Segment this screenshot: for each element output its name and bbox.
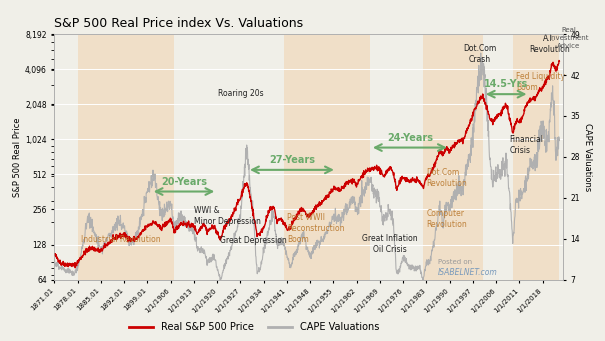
Text: Posted on: Posted on [438,259,473,265]
Text: Dot.Com
Revolution: Dot.Com Revolution [427,168,467,188]
Bar [77,34,174,280]
Text: 24-Years: 24-Years [387,133,433,143]
Text: 14.5-Yrs: 14.5-Yrs [484,79,528,89]
Text: WWI &
Minor Depression: WWI & Minor Depression [194,206,261,226]
Text: Great Depression: Great Depression [220,236,287,244]
Text: 20-Years: 20-Years [161,177,207,187]
Text: Dot.Com
Crash: Dot.Com Crash [463,44,496,64]
Text: Fed Liquidity
Boom: Fed Liquidity Boom [516,72,565,92]
Y-axis label: S&P 500 Real Price: S&P 500 Real Price [13,117,22,197]
Bar [513,34,560,280]
Text: Great Inflation
Oil Crisis: Great Inflation Oil Crisis [362,234,417,254]
Text: S&P 500 Real Price index Vs. Valuations: S&P 500 Real Price index Vs. Valuations [54,17,304,30]
Y-axis label: CAPE Valuations: CAPE Valuations [583,123,592,191]
Text: Real
Investment
Advice: Real Investment Advice [549,27,589,49]
Text: A.I.
Revolution: A.I. Revolution [529,34,570,54]
Bar [284,34,370,280]
Text: Computer
Revolution: Computer Revolution [427,209,467,229]
Text: Financial
Crisis: Financial Crisis [509,135,543,155]
Text: Post WWII
Reconstruction
Boom: Post WWII Reconstruction Boom [287,212,344,244]
Text: Roaring 20s: Roaring 20s [218,89,263,98]
Text: ISABELNET.com: ISABELNET.com [438,268,498,277]
Text: Industrial Revolution: Industrial Revolution [81,235,161,244]
Legend: Real S&P 500 Price, CAPE Valuations: Real S&P 500 Price, CAPE Valuations [125,318,384,336]
Bar [423,34,483,280]
Text: 27-Years: 27-Years [269,155,315,165]
